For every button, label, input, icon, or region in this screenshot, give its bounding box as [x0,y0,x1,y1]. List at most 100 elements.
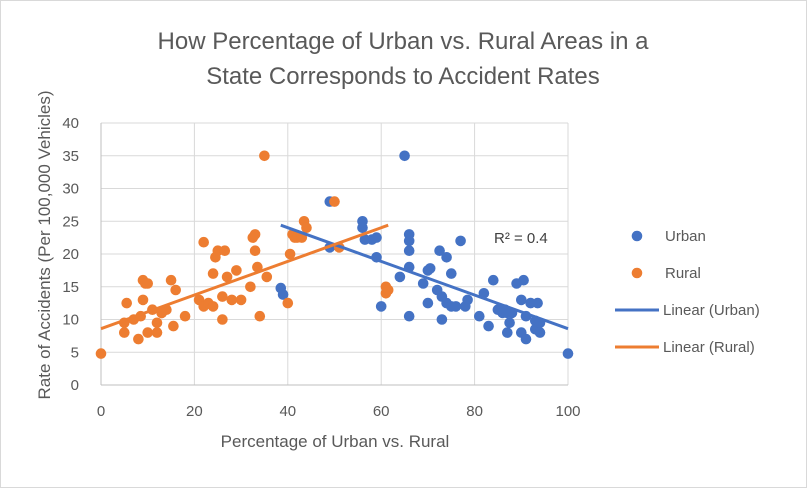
legend-marker-urban [631,230,643,242]
y-tick-label: 10 [62,312,79,329]
rural-data-point [137,294,149,306]
y-axis-label: Rate of Accidents (Per 100,000 Vehicles) [35,90,54,399]
y-tick-label: 5 [71,344,79,361]
rural-data-point [142,327,153,338]
urban-data-point [371,232,382,243]
rural-data-point [207,268,219,279]
chart-title-line-2: State Corresponds to Accident Rates [206,63,600,90]
legend-label-linear-urban: Linear (Urban) [663,302,760,319]
x-tick-label: 100 [555,403,580,420]
x-tick-label: 40 [279,403,296,420]
x-tick-labels: 0 20 40 60 80 100 [97,403,581,420]
rural-data-point [95,348,107,359]
rural-data-point [259,150,270,162]
x-tick-label: 80 [466,403,483,420]
rural-data-point [207,301,219,312]
rural-data-point [249,245,261,256]
urban-data-point [403,310,415,322]
urban-data-point [277,289,289,300]
urban-data-point [403,245,415,256]
y-tick-label: 30 [62,181,79,198]
rural-data-point [133,333,144,345]
rural-data-point [235,294,247,306]
rural-data-point [170,284,181,296]
urban-data-point [502,327,513,338]
urban-data-point [474,310,485,322]
urban-data-point [446,268,457,279]
urban-data-point [516,294,527,306]
rural-data-point [254,310,266,322]
x-axis-label: Percentage of Urban vs. Rural [221,432,450,451]
rural-data-point [301,222,312,234]
urban-data-point [488,274,499,286]
rural-data-point [249,229,261,240]
x-tick-label: 0 [97,403,105,420]
legend: Urban Rural Linear (Urban) Linear (Rural) [615,228,760,356]
x-tick-label: 20 [186,403,203,420]
rural-data-point [231,265,242,276]
rural-data-point [119,327,130,338]
urban-data-point [399,150,410,162]
linear-rural-trendline [100,223,389,331]
urban-data-point [462,294,473,306]
urban-data-point [357,222,368,234]
y-tick-label: 20 [62,246,79,263]
legend-marker-rural [631,267,643,279]
urban-data-point [455,235,466,247]
urban-data-point [436,314,448,325]
urban-data-point [422,297,434,309]
y-tick-labels: 0 5 10 15 20 25 30 35 40 [62,115,79,394]
data-points [95,150,574,359]
y-tick-label: 40 [62,115,79,132]
rural-data-point [121,297,132,309]
rural-data-point [179,310,191,322]
rural-data-point [217,314,228,325]
axes [100,123,568,386]
rural-data-point [245,281,256,293]
rural-data-point [151,327,163,338]
urban-data-point [394,271,406,283]
urban-data-point [504,317,515,329]
urban-data-point [417,278,429,289]
urban-data-point [483,320,494,332]
rural-data-point [219,245,231,256]
y-tick-label: 25 [62,213,79,230]
rural-data-point [217,291,228,302]
urban-data-point [441,251,452,263]
rural-data-point [151,317,163,329]
urban-data-point [532,297,543,309]
rural-data-point [284,248,296,260]
urban-data-point [375,301,387,312]
x-tick-label: 60 [373,403,390,420]
rural-data-point [168,320,179,332]
rural-data-point [198,236,209,248]
rural-data-point [226,294,238,306]
rural-data-point [165,274,177,286]
y-tick-label: 15 [62,279,79,296]
urban-data-point [534,327,546,338]
urban-data-point [434,245,445,256]
rural-data-point [261,271,273,283]
legend-label-rural: Rural [665,265,701,282]
r-squared-annotation: R² = 0.4 [494,230,548,247]
urban-data-point [520,333,532,345]
rural-data-point [142,278,153,289]
rural-data-point [221,271,233,283]
trendlines [100,223,569,331]
legend-label-linear-rural: Linear (Rural) [663,339,755,356]
rural-data-point [329,196,340,207]
y-tick-label: 0 [71,377,79,394]
urban-data-point [403,235,415,247]
chart-title-line-1: How Percentage of Urban vs. Rural Areas … [158,28,650,55]
rural-data-point [282,297,294,309]
linear-urban-trendline [280,223,569,331]
rural-data-point [382,284,394,296]
rural-data-point [252,261,263,273]
urban-data-point [562,348,574,359]
y-tick-label: 35 [62,148,79,165]
urban-data-point [424,263,436,274]
urban-data-point [450,301,462,312]
